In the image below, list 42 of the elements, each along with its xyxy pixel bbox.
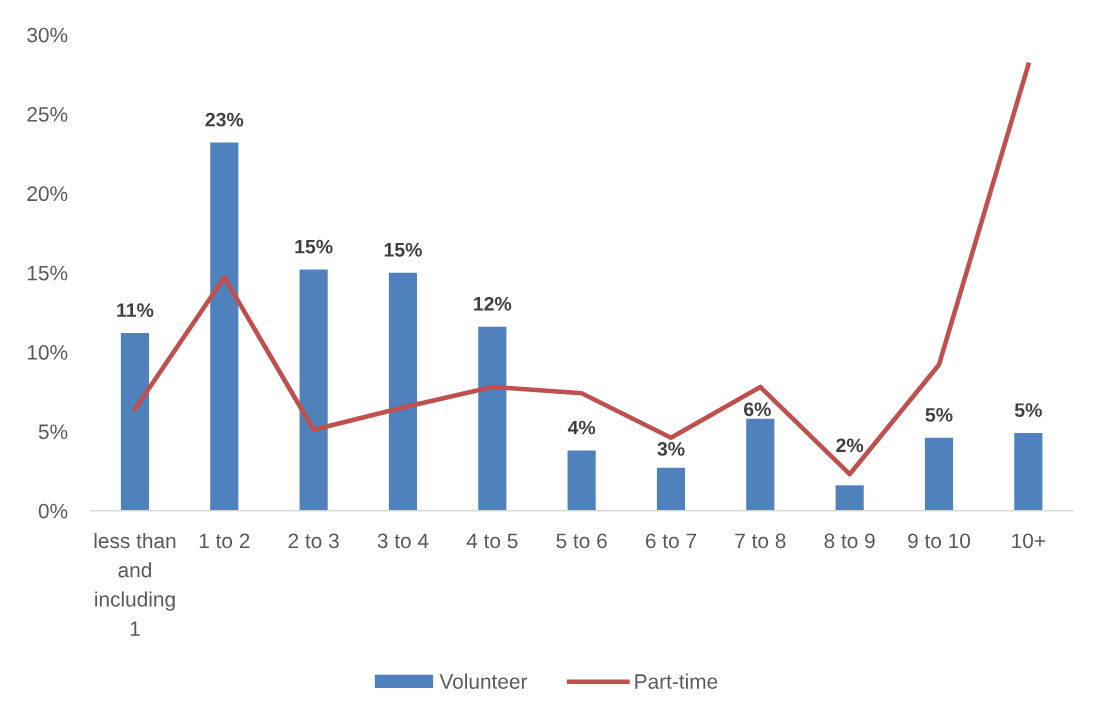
x-tick-label: 5 to 6 [556, 533, 607, 549]
x-tick-label: 2 to 3 [288, 533, 339, 549]
data-label: 2% [836, 438, 864, 453]
y-tick-label: 20% [27, 186, 68, 202]
bar [567, 450, 596, 511]
data-label: 4% [567, 420, 596, 435]
y-tick-label: 30% [27, 27, 68, 43]
y-tick-label: 15% [27, 265, 68, 281]
data-label: 5% [1014, 403, 1042, 417]
bar [299, 269, 328, 511]
bar [924, 437, 954, 511]
data-label: 11% [117, 303, 154, 317]
data-label: 15% [384, 242, 422, 257]
bar [1014, 432, 1043, 511]
data-label: 6% [743, 402, 771, 417]
x-tick-label: 3 to 4 [377, 533, 429, 549]
x-tick-label: less than and including 1 [94, 532, 176, 636]
x-tick-label: 8 to 9 [824, 533, 875, 549]
x-tick-label: 9 to 10 [908, 533, 971, 549]
bar [388, 272, 418, 511]
y-tick-label: 25% [27, 106, 68, 122]
x-tick-label: 10+ [1012, 533, 1045, 549]
data-label: 23% [205, 112, 244, 127]
bar [656, 467, 686, 511]
data-label: 3% [657, 442, 685, 456]
y-tick-label: 5% [38, 424, 68, 440]
x-tick-label: 6 to 7 [645, 533, 696, 549]
legend-label: Part-time [635, 673, 718, 689]
bar [746, 418, 775, 511]
bar [835, 485, 864, 511]
data-label: 15% [295, 239, 333, 254]
y-tick-label: 10% [27, 345, 68, 360]
x-tick-label: 4 to 5 [466, 533, 518, 549]
bar [120, 332, 150, 511]
bar [210, 142, 239, 511]
data-label: 12% [474, 296, 512, 311]
y-tick-label: 0% [38, 503, 68, 519]
data-label: 5% [925, 408, 953, 422]
x-tick-label: 1 to 2 [199, 533, 250, 549]
bar [478, 326, 507, 511]
x-tick-label: 7 to 8 [735, 533, 786, 549]
legend-label: Volunteer [439, 673, 528, 689]
